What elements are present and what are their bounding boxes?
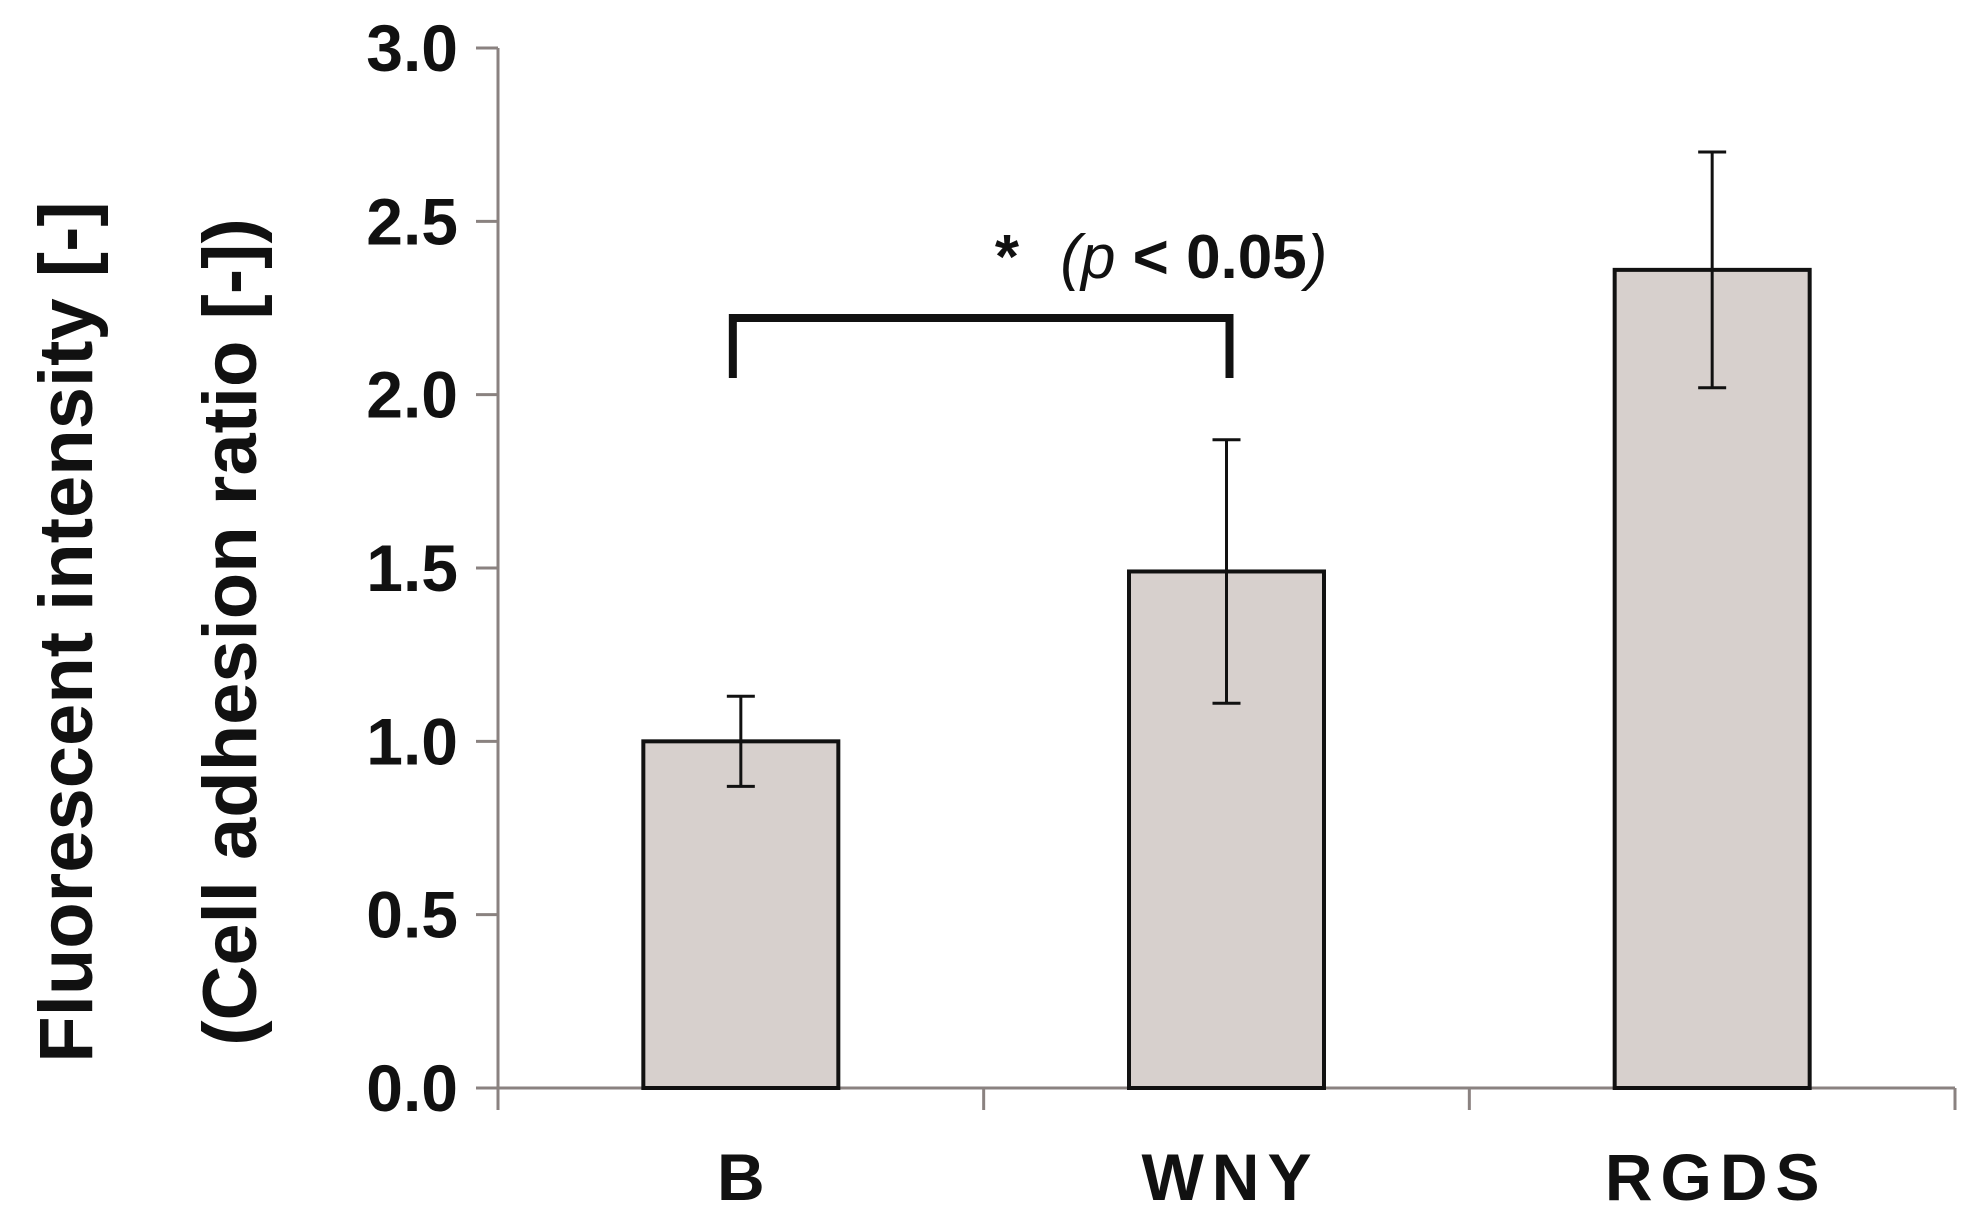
- y-ticks: 0.0 0.5 1.0 1.5 2.0 2.5 3.0: [366, 11, 498, 1125]
- y-tick-label: 2.5: [366, 184, 458, 258]
- x-tick-label-wny: WNY: [1142, 1140, 1320, 1214]
- y-tick-label: 1.5: [366, 531, 458, 605]
- y-tick-label: 2.0: [366, 358, 458, 432]
- significance-star: *: [995, 223, 1020, 292]
- y-axis-title-line2: (Cell adhesion ratio [-]): [188, 218, 273, 1046]
- y-tick-label: 0.0: [366, 1051, 458, 1125]
- bar-b: [641, 739, 841, 1090]
- x-tick-labels: B WNY RGDS: [717, 1140, 1828, 1214]
- x-tick-label-b: B: [717, 1140, 773, 1214]
- significance-text: * (p < 0.05): [995, 223, 1328, 292]
- error-bar-wny: [1212, 438, 1241, 705]
- significance-p-symbol: p: [1079, 223, 1115, 292]
- significance-condition: < 0.05: [1115, 223, 1306, 292]
- error-bars: [726, 150, 1727, 788]
- bars: [641, 267, 1812, 1091]
- y-tick-label: 3.0: [366, 11, 458, 85]
- y-axis-title: Fluorescent intensity [-] (Cell adhesion…: [24, 201, 273, 1062]
- y-tick-label: 0.5: [366, 878, 458, 952]
- y-tick-label: 1.0: [366, 704, 458, 778]
- error-bar-b: [726, 694, 755, 788]
- bar-wny: [1127, 569, 1326, 1090]
- bar-rgds: [1612, 267, 1812, 1091]
- significance-annotation: * (p < 0.05): [728, 223, 1328, 378]
- x-tick-label-rgds: RGDS: [1605, 1140, 1828, 1214]
- error-bar-rgds: [1698, 150, 1727, 390]
- significance-bracket: [728, 314, 1234, 378]
- y-axis-title-line1: Fluorescent intensity [-]: [24, 201, 109, 1062]
